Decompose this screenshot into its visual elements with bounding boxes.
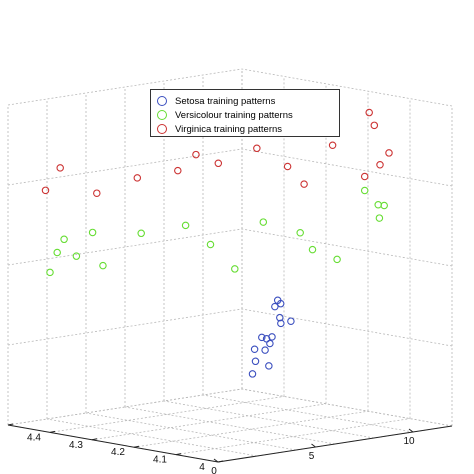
side-wall-grid-line xyxy=(241,68,453,107)
data-point xyxy=(308,245,317,254)
floor-grid-line xyxy=(163,400,375,439)
floor-grid-line xyxy=(46,418,258,457)
data-point xyxy=(137,229,145,238)
data-point xyxy=(250,345,259,354)
data-point xyxy=(265,362,273,370)
data-point xyxy=(360,186,369,195)
y-tick xyxy=(7,423,14,426)
data-point xyxy=(365,108,373,117)
data-point xyxy=(181,221,190,230)
data-point xyxy=(53,248,61,257)
x-tick xyxy=(213,458,219,463)
side-wall-grid-line xyxy=(241,148,453,187)
data-point xyxy=(360,172,369,181)
data-point xyxy=(277,319,285,328)
back-wall-grid-line xyxy=(7,148,243,186)
legend-label-virginica: Virginica training patterns xyxy=(175,123,283,135)
data-point xyxy=(276,299,285,308)
side-wall-grid-line xyxy=(241,228,453,267)
data-point xyxy=(333,255,341,264)
side-wall-grid-line xyxy=(241,308,453,347)
data-point xyxy=(192,150,200,159)
x-axis-line xyxy=(217,425,453,463)
legend-marker-virginica xyxy=(157,124,167,134)
data-point xyxy=(251,357,260,366)
x-tick-label: 5 xyxy=(309,451,315,462)
data-point xyxy=(248,370,257,378)
floor-grid-line xyxy=(91,403,327,441)
x-tick xyxy=(408,428,414,433)
data-point xyxy=(231,265,239,273)
legend-marker-versicolour xyxy=(157,110,167,120)
legend-marker-setosa xyxy=(157,96,167,106)
x-tick xyxy=(311,443,316,448)
data-point xyxy=(93,189,101,197)
data-point xyxy=(56,164,64,172)
data-point xyxy=(88,228,97,237)
data-point xyxy=(133,174,142,182)
y-axis-line xyxy=(7,424,219,463)
data-point xyxy=(375,214,384,222)
data-point xyxy=(261,346,269,354)
data-point xyxy=(271,302,279,311)
floor-grid-line xyxy=(85,412,297,451)
data-point xyxy=(60,235,68,244)
data-point xyxy=(370,121,379,130)
data-point xyxy=(214,159,223,168)
data-point xyxy=(72,252,81,260)
back-wall-grid-line xyxy=(7,228,243,266)
legend-item-setosa: Setosa training patterns xyxy=(157,94,275,108)
data-point xyxy=(266,339,274,348)
data-point xyxy=(258,333,266,342)
floor-grid-line xyxy=(202,394,414,433)
legend-label-setosa: Setosa training patterns xyxy=(175,95,276,107)
data-point xyxy=(283,162,292,171)
data-point xyxy=(46,268,54,277)
data-point xyxy=(206,240,215,249)
y-tick-label: 4.1 xyxy=(153,455,167,466)
side-wall-grid-line xyxy=(241,388,453,427)
data-point xyxy=(376,161,384,169)
y-tick xyxy=(217,460,224,463)
data-point xyxy=(276,313,284,322)
floor-grid-line xyxy=(133,410,369,448)
data-point xyxy=(259,218,268,226)
y-tick-label: 4.4 xyxy=(27,432,41,443)
data-point xyxy=(380,201,388,210)
data-point xyxy=(287,317,295,325)
back-wall-grid-line xyxy=(7,388,243,426)
y-tick-label: 4 xyxy=(199,462,205,473)
legend: Setosa training patterns Versicolour tra… xyxy=(150,89,340,137)
legend-label-versicolour: Versicolour training patterns xyxy=(175,109,293,121)
x-tick-label: 10 xyxy=(403,436,415,447)
data-point xyxy=(296,228,304,237)
back-wall-grid-line xyxy=(7,308,243,346)
y-tick xyxy=(175,453,182,456)
y-tick xyxy=(91,438,98,441)
data-point xyxy=(253,144,261,153)
floor-grid-line xyxy=(175,418,411,455)
floor-grid-line xyxy=(124,406,336,445)
data-point xyxy=(99,261,107,270)
y-tick xyxy=(49,430,56,433)
data-point xyxy=(328,141,337,150)
data-point xyxy=(174,166,182,175)
data-point xyxy=(374,200,382,209)
data-point xyxy=(41,186,50,195)
y-tick xyxy=(133,445,140,448)
data-point xyxy=(300,180,308,188)
legend-item-virginica: Virginica training patterns xyxy=(157,122,282,136)
back-wall-grid-line xyxy=(7,68,243,106)
y-tick-label: 4.3 xyxy=(69,440,83,451)
x-tick-label: 0 xyxy=(211,466,217,474)
floor-grid-line xyxy=(49,396,285,433)
legend-item-versicolour: Versicolour training patterns xyxy=(157,108,293,122)
data-point xyxy=(385,149,393,157)
y-tick-label: 4.2 xyxy=(111,447,125,458)
